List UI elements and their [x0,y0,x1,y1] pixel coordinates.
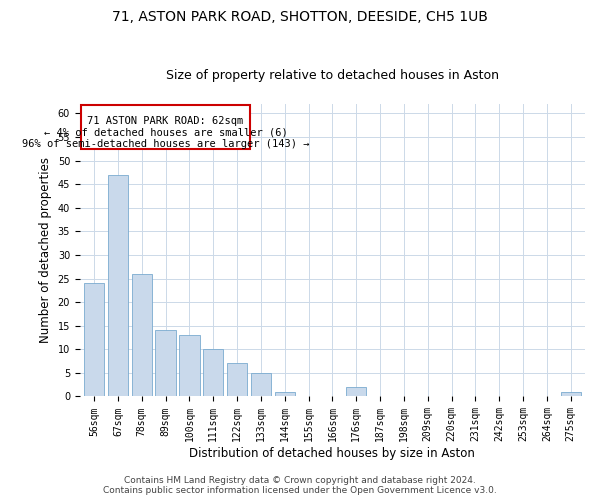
FancyBboxPatch shape [81,106,250,149]
Y-axis label: Number of detached properties: Number of detached properties [39,157,52,343]
Bar [84,284,104,397]
Bar [275,392,295,396]
Bar [346,387,367,396]
Bar [108,175,128,396]
Text: 71 ASTON PARK ROAD: 62sqm
← 4% of detached houses are smaller (6)
96% of semi-de: 71 ASTON PARK ROAD: 62sqm ← 4% of detach… [22,116,310,149]
Bar [251,373,271,396]
Bar [155,330,176,396]
Bar [227,364,247,396]
Bar [560,392,581,396]
Text: 71, ASTON PARK ROAD, SHOTTON, DEESIDE, CH5 1UB: 71, ASTON PARK ROAD, SHOTTON, DEESIDE, C… [112,10,488,24]
Bar [131,274,152,396]
Text: Contains HM Land Registry data © Crown copyright and database right 2024.
Contai: Contains HM Land Registry data © Crown c… [103,476,497,495]
X-axis label: Distribution of detached houses by size in Aston: Distribution of detached houses by size … [190,447,475,460]
Bar [179,335,200,396]
Bar [203,350,223,397]
Title: Size of property relative to detached houses in Aston: Size of property relative to detached ho… [166,69,499,82]
